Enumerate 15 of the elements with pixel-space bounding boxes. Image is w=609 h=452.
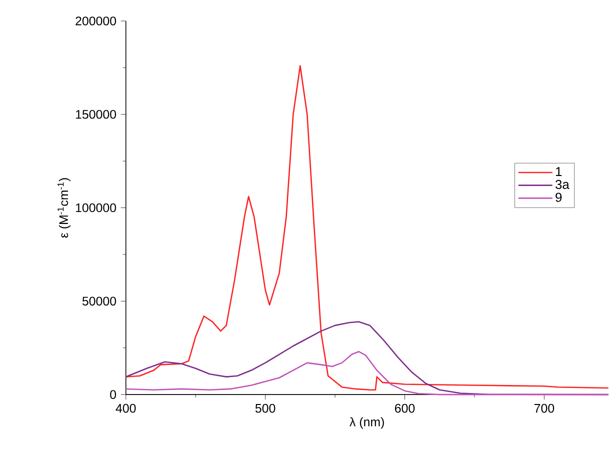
legend-label: 9 xyxy=(556,192,562,202)
x-tick-label: 400 xyxy=(116,404,136,413)
legend-label: 3a xyxy=(556,180,570,190)
line-series xyxy=(125,65,609,391)
x-tick-label: 500 xyxy=(255,404,276,413)
y-axis-title: ε (M$^{-1}$cm$^{-1}$) xyxy=(58,178,71,238)
y-tick-label: 200000 xyxy=(76,16,116,26)
x-tick-label: 700 xyxy=(534,404,554,413)
x-axis-title: λ (nm) xyxy=(350,417,384,430)
y-tick-label: 0 xyxy=(110,390,116,400)
y-tick-label: 100000 xyxy=(76,204,116,212)
legend-label: 1 xyxy=(556,167,562,176)
y-tick-label: 50000 xyxy=(82,297,116,306)
x-tick-label: 600 xyxy=(395,404,415,413)
y-tick-label: 150000 xyxy=(76,110,116,120)
